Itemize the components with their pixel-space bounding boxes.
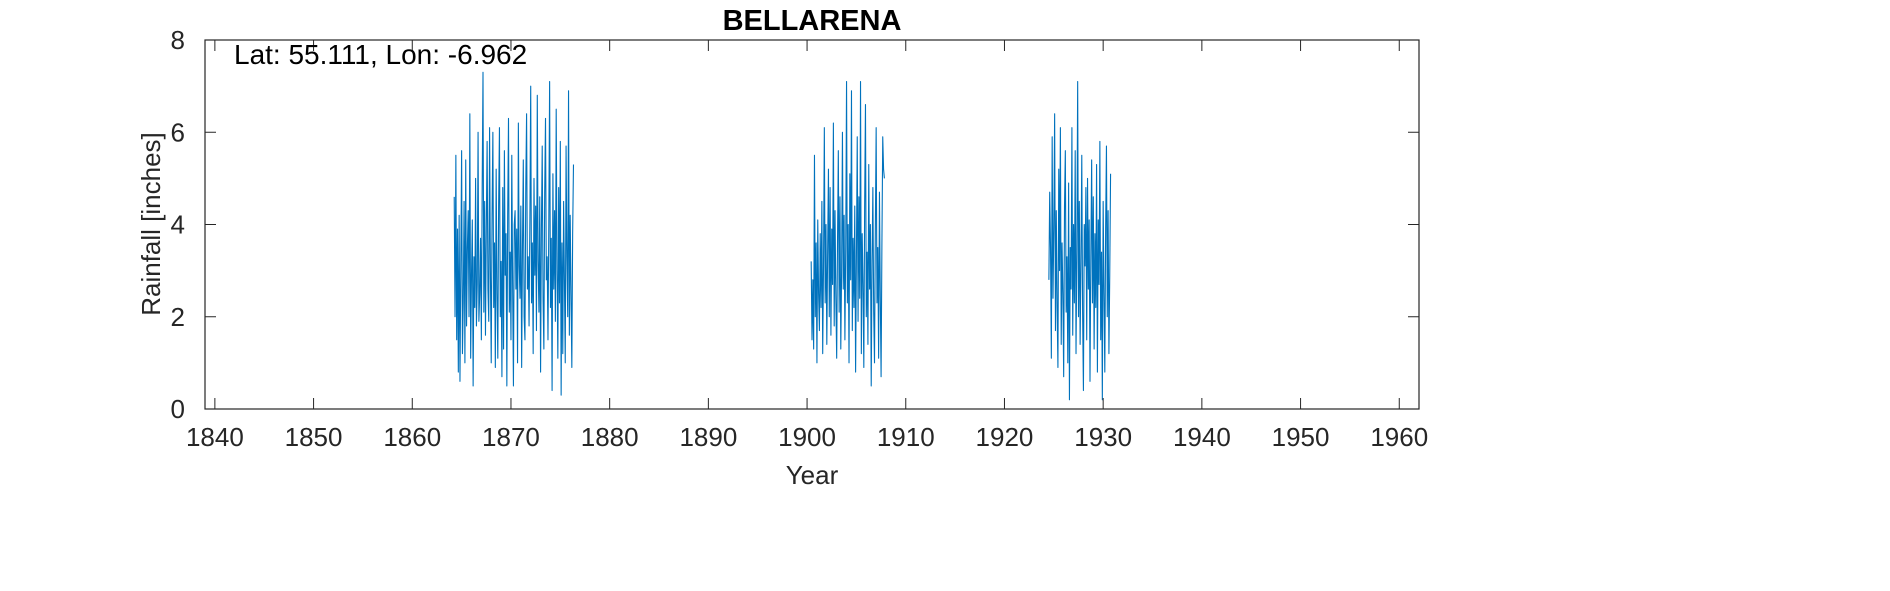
x-tick-label: 1840: [186, 422, 244, 452]
y-tick-label: 4: [171, 210, 185, 240]
x-tick-label: 1920: [976, 422, 1034, 452]
plot-area: [205, 40, 1419, 409]
location-annotation: Lat: 55.111, Lon: -6.962: [234, 39, 527, 70]
y-tick-label: 8: [171, 25, 185, 55]
x-tick-label: 1940: [1173, 422, 1231, 452]
x-tick-label: 1860: [383, 422, 441, 452]
x-tick-label: 1900: [778, 422, 836, 452]
y-axis-label: Rainfall [inches]: [136, 132, 166, 316]
chart-title: BELLARENA: [723, 5, 902, 37]
plot-frame: [204, 39, 1420, 410]
x-tick-label: 1850: [285, 422, 343, 452]
y-tick-label: 0: [171, 394, 185, 424]
x-tick-label: 1950: [1272, 422, 1330, 452]
y-tick-label: 6: [171, 117, 185, 147]
tick-layer: 1840 1850 1860 1870 1880 1890 1900 1910 1920 1930…: [171, 25, 1429, 452]
x-tick-label: 1910: [877, 422, 935, 452]
x-tick-label: 1890: [679, 422, 737, 452]
rainfall-series-line-segment-1: [453, 71, 575, 396]
series-layer: [453, 71, 1112, 401]
x-tick-label: 1870: [482, 422, 540, 452]
rainfall-series-line-segment-3: [1048, 80, 1112, 401]
x-tick-label: 1880: [581, 422, 639, 452]
x-tick-label: 1960: [1370, 422, 1428, 452]
x-tick-label: 1930: [1074, 422, 1132, 452]
y-tick-label: 2: [171, 302, 185, 332]
rainfall-series-line-segment-2: [810, 80, 885, 387]
x-axis-label: Year: [786, 460, 839, 490]
